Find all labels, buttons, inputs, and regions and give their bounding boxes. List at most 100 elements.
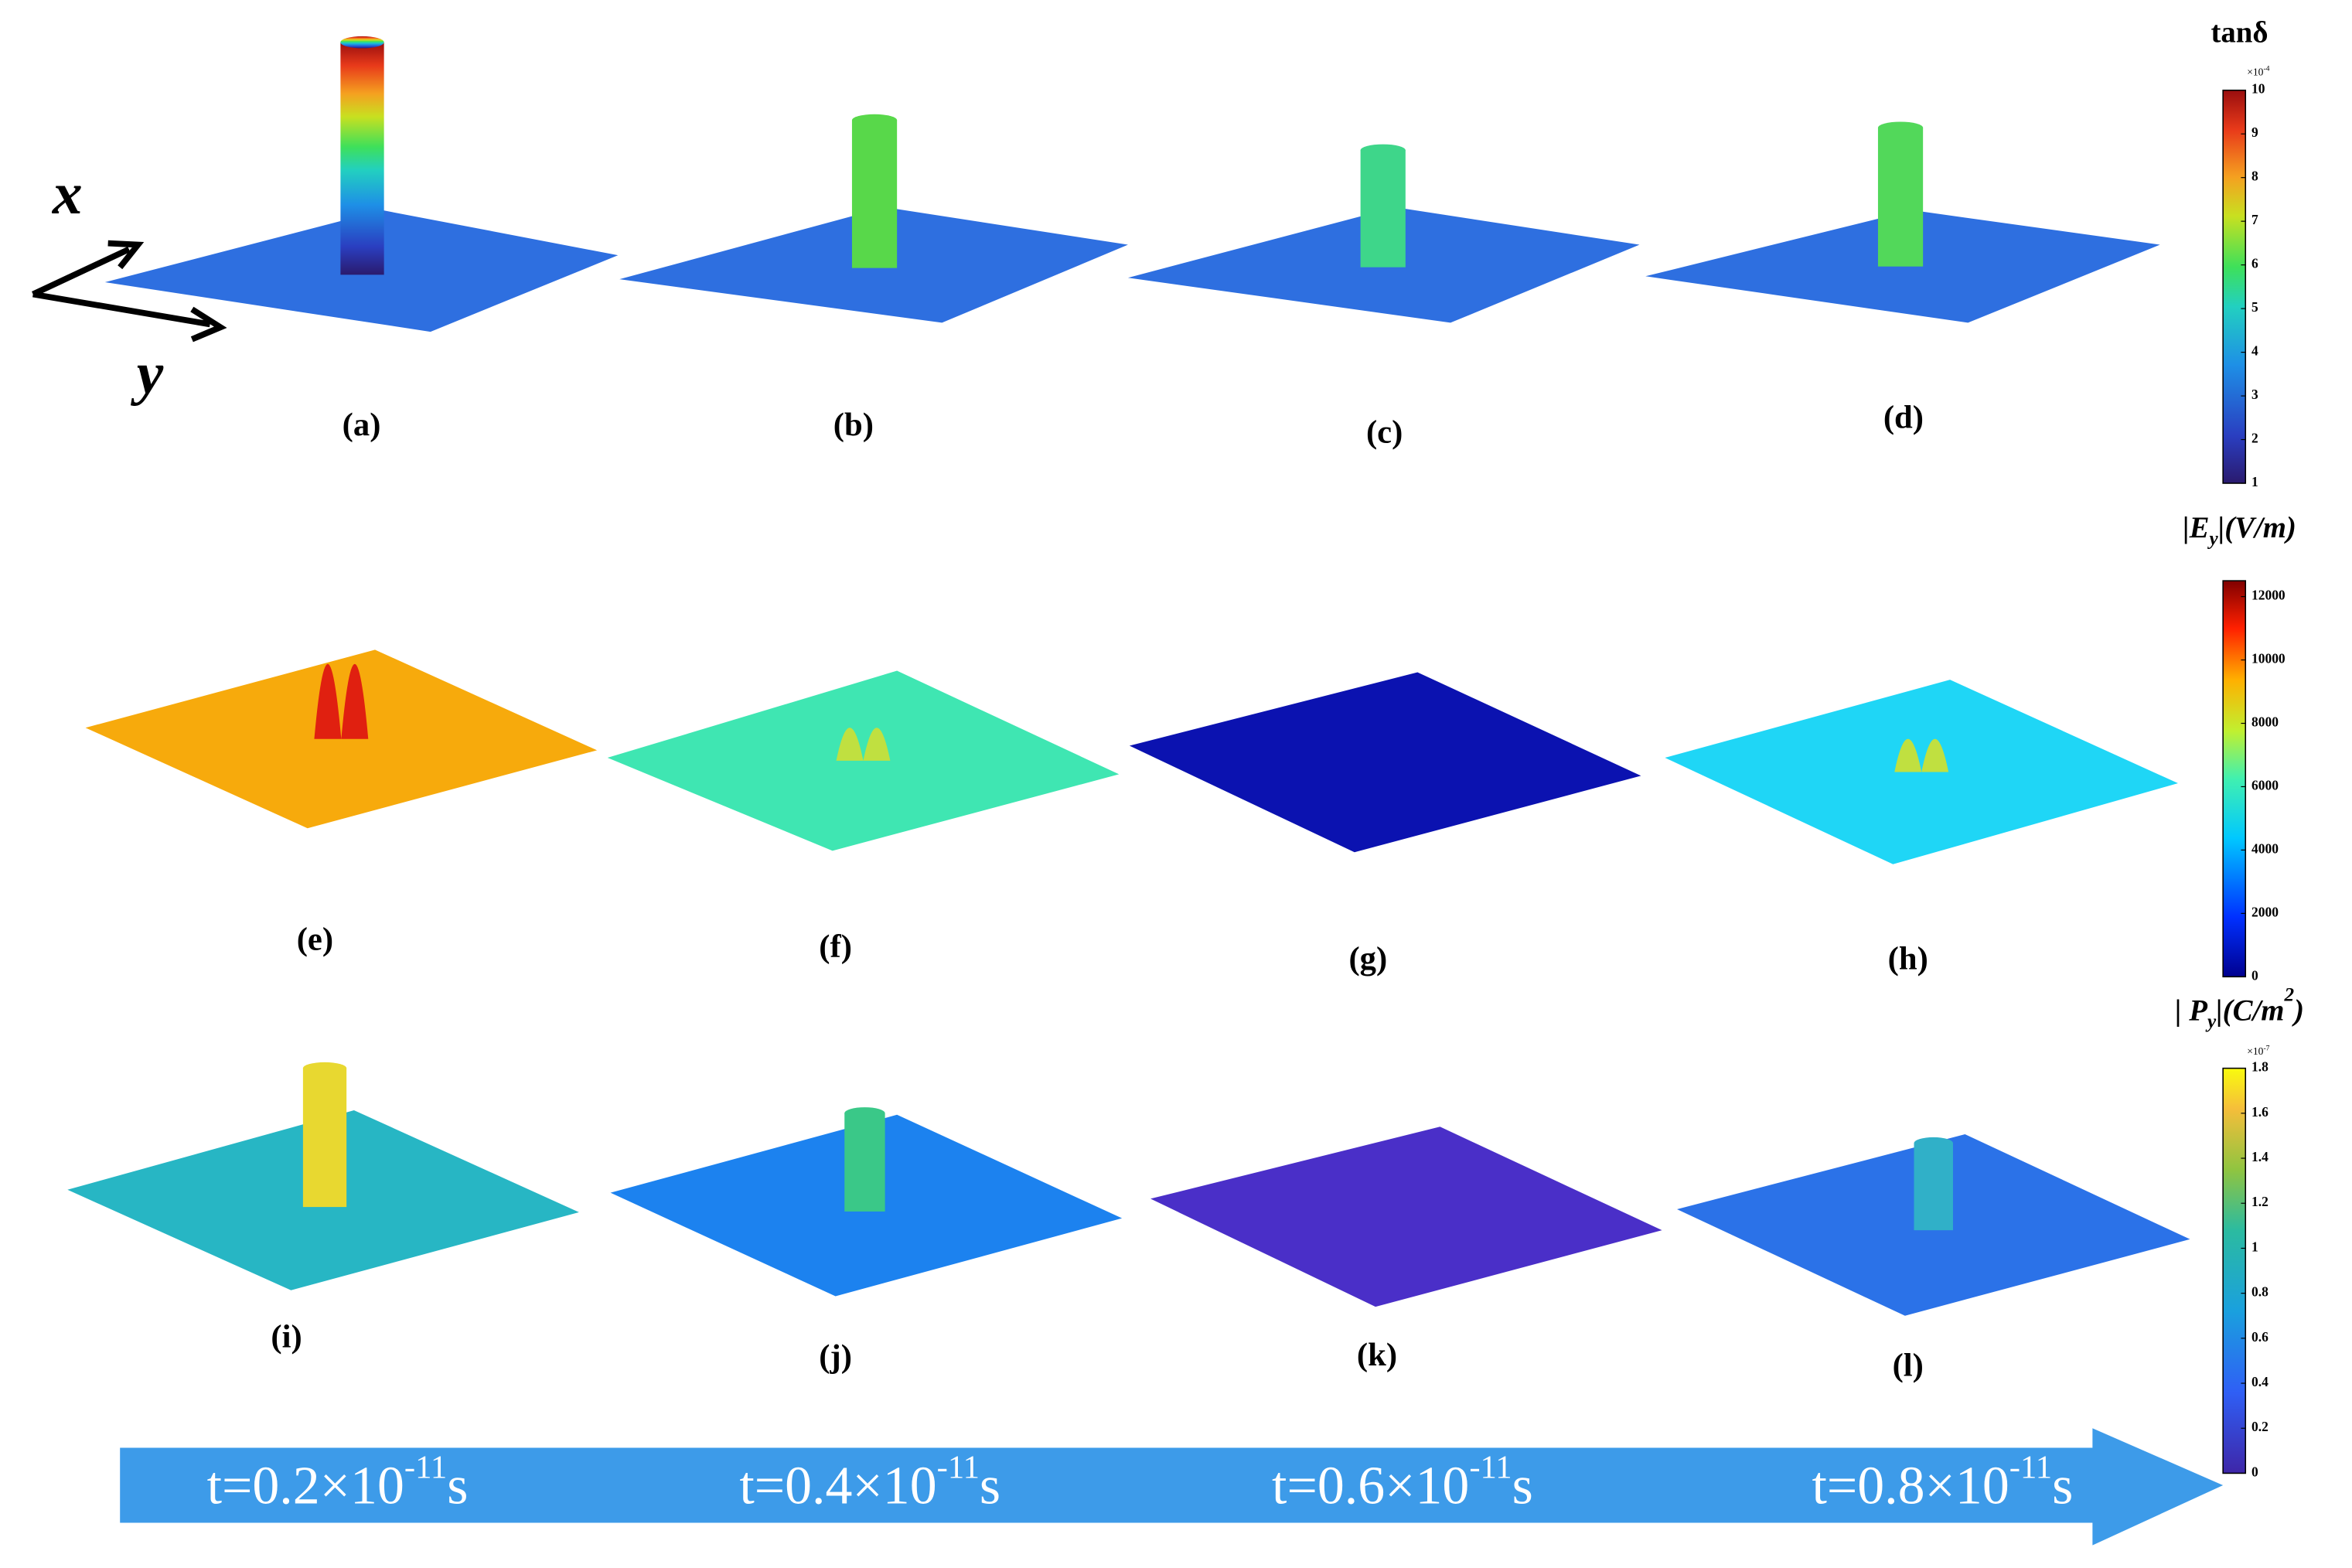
time-unit: s <box>2052 1457 2073 1516</box>
exp-power: -7 <box>2263 1044 2269 1052</box>
peak <box>1360 150 1406 268</box>
colorbar-tick-label: 4000 <box>2251 840 2279 856</box>
colorbar-tick-label: 0.8 <box>2251 1284 2268 1300</box>
colorbar-tick-label: 3 <box>2251 387 2258 402</box>
peak <box>302 1068 347 1208</box>
axis-arrows <box>32 240 227 343</box>
time-label: t=0.8×10-11s <box>1812 1449 2073 1515</box>
colorbar-tick-label: 0.2 <box>2251 1419 2268 1434</box>
colorbar-tick-label: 6000 <box>2251 777 2279 793</box>
colorbar-tick-label: 9 <box>2251 124 2258 140</box>
peak <box>1921 738 1949 772</box>
colorbar-tick-label: 2 <box>2251 431 2258 446</box>
axis-x: x <box>52 160 83 227</box>
title-part: y <box>2205 1011 2217 1032</box>
time-unit: s <box>980 1457 1000 1516</box>
peak-top <box>1914 1137 1953 1150</box>
panel-label: (h) <box>1888 941 1928 977</box>
time-base: t=0.4×10 <box>739 1457 936 1516</box>
time-exp: -11 <box>1469 1449 1512 1485</box>
time-label: t=0.4×10-11s <box>739 1449 1000 1515</box>
time-base: t=0.2×10 <box>207 1457 404 1516</box>
peak <box>836 728 864 761</box>
surface <box>1150 1127 1662 1307</box>
colorbar-tick-label: 10 <box>2251 81 2265 97</box>
time-exp: -11 <box>2009 1449 2052 1485</box>
peak-top <box>302 1062 347 1075</box>
title-part: |E <box>2183 511 2209 544</box>
time-label: t=0.6×10-11s <box>1272 1449 1533 1515</box>
panel-label: (l) <box>1893 1347 1924 1383</box>
colorbar-tick-label: 8000 <box>2251 714 2279 730</box>
peak <box>851 120 898 268</box>
peak <box>844 1113 885 1212</box>
exp-power: -4 <box>2263 65 2269 73</box>
title-part: tanδ <box>2211 16 2268 49</box>
peak-top <box>844 1107 885 1120</box>
colorbar-title: tanδ <box>2211 16 2268 49</box>
time-unit: s <box>1512 1457 1533 1516</box>
colorbar-tick-label: 0.4 <box>2251 1374 2268 1389</box>
panel-label: (c) <box>1366 414 1403 451</box>
panel-label: (k) <box>1357 1337 1397 1373</box>
peak <box>341 663 369 739</box>
panel-label: (g) <box>1348 941 1387 977</box>
colorbar-tick-label: 0 <box>2251 1464 2258 1479</box>
panel-label: (d) <box>1883 399 1924 435</box>
colorbar-tick-label: 7 <box>2251 212 2258 227</box>
time-exp: -11 <box>937 1449 980 1485</box>
peak-top <box>340 36 384 49</box>
time-exp: -11 <box>404 1449 447 1485</box>
title-part: |(C/m <box>2216 994 2284 1028</box>
colorbar-tick-label: 5 <box>2251 299 2258 315</box>
colorbar-title: | Py|(C/m2) <box>2175 984 2304 1032</box>
colorbar-tick-label: 0 <box>2251 967 2258 983</box>
colorbar-tick-label: 8 <box>2251 169 2258 184</box>
peak <box>340 42 384 275</box>
title-part: |(V/m) <box>2218 511 2296 544</box>
peak-top <box>851 114 898 127</box>
peak <box>314 663 342 739</box>
colorbar-tick-label: 1 <box>2251 474 2258 489</box>
colorbar-tick-label: 0.6 <box>2251 1329 2268 1345</box>
colorbar-tick-label: 10000 <box>2251 651 2286 666</box>
exp-base: ×10 <box>2247 66 2263 77</box>
colorbar-tick-label: 6 <box>2251 256 2258 271</box>
colorbar-title: |Ey|(V/m) <box>2183 511 2296 550</box>
time-label: t=0.2×10-11s <box>207 1449 469 1515</box>
colorbar <box>2222 1067 2247 1474</box>
colorbar <box>2222 89 2247 484</box>
peak-top <box>1877 121 1924 134</box>
colorbar-tick-label: 12000 <box>2251 588 2286 603</box>
colorbar-tick-label: 1.8 <box>2251 1059 2268 1075</box>
peak-top <box>1360 144 1406 157</box>
title-part: y <box>2207 529 2218 550</box>
time-base: t=0.8×10 <box>1812 1457 2009 1516</box>
colorbar-tick-label: 4 <box>2251 343 2258 359</box>
panel-label: (j) <box>819 1338 852 1375</box>
colorbar <box>2222 580 2247 978</box>
colorbar-exponent: ×10-4 <box>2247 65 2269 78</box>
colorbar-tick-label: 1.4 <box>2251 1149 2268 1164</box>
title-part: 2 <box>2283 984 2294 1005</box>
peak <box>1894 738 1922 772</box>
colorbar-tick-label: 1.6 <box>2251 1104 2268 1120</box>
peak <box>1877 128 1924 267</box>
peak <box>863 728 891 761</box>
colorbar-tick-label: 1 <box>2251 1239 2258 1254</box>
panel-label: (b) <box>833 407 874 443</box>
colorbar-tick-label: 2000 <box>2251 904 2279 919</box>
time-base: t=0.6×10 <box>1272 1457 1469 1516</box>
panel-label: (i) <box>271 1319 302 1355</box>
timeline-arrow <box>120 1428 2224 1546</box>
title-part: | P <box>2175 994 2207 1028</box>
colorbar-exponent: ×10-7 <box>2247 1044 2269 1057</box>
panel-label: (e) <box>297 921 333 957</box>
peak <box>1914 1143 1953 1231</box>
title-part: ) <box>2292 994 2304 1028</box>
panel-label: (a) <box>343 407 381 443</box>
axis-y: y <box>131 340 164 407</box>
exp-base: ×10 <box>2247 1045 2263 1057</box>
time-unit: s <box>447 1457 468 1516</box>
